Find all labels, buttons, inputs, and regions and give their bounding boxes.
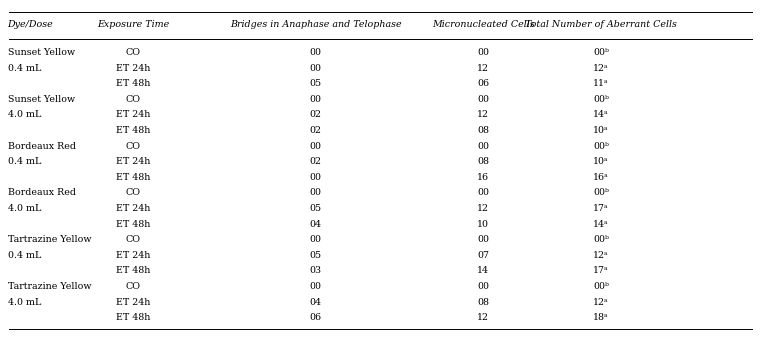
Text: 10ᵃ: 10ᵃ	[594, 126, 609, 135]
Text: 14ᵃ: 14ᵃ	[594, 111, 609, 119]
Text: ET 48h: ET 48h	[116, 173, 151, 182]
Text: 4.0 mL: 4.0 mL	[8, 298, 41, 306]
Text: 04: 04	[310, 220, 322, 228]
Text: 05: 05	[310, 79, 322, 88]
Text: 00: 00	[477, 188, 489, 197]
Text: CO: CO	[126, 142, 141, 151]
Text: 00ᵇ: 00ᵇ	[594, 95, 609, 104]
Text: 4.0 mL: 4.0 mL	[8, 204, 41, 213]
Text: 12: 12	[477, 64, 489, 73]
Text: 16ᵃ: 16ᵃ	[594, 173, 609, 182]
Text: 00: 00	[310, 142, 322, 151]
Text: ET 24h: ET 24h	[116, 298, 151, 306]
Text: Bordeaux Red: Bordeaux Red	[8, 188, 75, 197]
Text: 4.0 mL: 4.0 mL	[8, 111, 41, 119]
Text: 05: 05	[310, 204, 322, 213]
Text: 00ᵇ: 00ᵇ	[594, 188, 609, 197]
Text: CO: CO	[126, 282, 141, 291]
Text: 08: 08	[477, 157, 489, 166]
Text: 08: 08	[477, 298, 489, 306]
Text: 14: 14	[477, 266, 489, 275]
Text: 00: 00	[477, 95, 489, 104]
Text: 05: 05	[310, 251, 322, 260]
Text: CO: CO	[126, 188, 141, 197]
Text: 17ᵃ: 17ᵃ	[594, 204, 609, 213]
Text: 17ᵃ: 17ᵃ	[594, 266, 609, 275]
Text: Tartrazine Yellow: Tartrazine Yellow	[8, 282, 91, 291]
Text: ET 48h: ET 48h	[116, 126, 151, 135]
Text: 06: 06	[310, 313, 322, 322]
Text: 02: 02	[310, 111, 322, 119]
Text: 00ᵇ: 00ᵇ	[594, 282, 609, 291]
Text: 12ᵃ: 12ᵃ	[594, 64, 609, 73]
Text: ET 24h: ET 24h	[116, 251, 151, 260]
Text: 12: 12	[477, 204, 489, 213]
Text: ET 48h: ET 48h	[116, 220, 151, 228]
Text: Micronucleated Cells: Micronucleated Cells	[432, 20, 534, 29]
Text: 12ᵃ: 12ᵃ	[594, 251, 609, 260]
Text: ET 48h: ET 48h	[116, 266, 151, 275]
Text: 00: 00	[477, 282, 489, 291]
Text: 02: 02	[310, 126, 322, 135]
Text: 00: 00	[310, 95, 322, 104]
Text: Sunset Yellow: Sunset Yellow	[8, 48, 75, 57]
Text: 02: 02	[310, 157, 322, 166]
Text: 03: 03	[310, 266, 322, 275]
Text: 00: 00	[477, 142, 489, 151]
Text: 08: 08	[477, 126, 489, 135]
Text: 00: 00	[310, 173, 322, 182]
Text: Bordeaux Red: Bordeaux Red	[8, 142, 75, 151]
Text: 00: 00	[310, 48, 322, 57]
Text: 0.4 mL: 0.4 mL	[8, 64, 41, 73]
Text: ET 24h: ET 24h	[116, 111, 151, 119]
Text: 10: 10	[477, 220, 489, 228]
Text: CO: CO	[126, 95, 141, 104]
Text: ET 48h: ET 48h	[116, 313, 151, 322]
Text: 12ᵃ: 12ᵃ	[594, 298, 609, 306]
Text: 04: 04	[310, 298, 322, 306]
Text: Bridges in Anaphase and Telophase: Bridges in Anaphase and Telophase	[230, 20, 402, 29]
Text: 00: 00	[310, 64, 322, 73]
Text: ET 48h: ET 48h	[116, 79, 151, 88]
Text: CO: CO	[126, 48, 141, 57]
Text: Exposure Time: Exposure Time	[97, 20, 169, 29]
Text: 14ᵃ: 14ᵃ	[594, 220, 609, 228]
Text: 00: 00	[310, 188, 322, 197]
Text: Tartrazine Yellow: Tartrazine Yellow	[8, 235, 91, 244]
Text: Dye/Dose: Dye/Dose	[8, 20, 53, 29]
Text: 00: 00	[477, 48, 489, 57]
Text: 00: 00	[310, 235, 322, 244]
Text: 00ᵇ: 00ᵇ	[594, 142, 609, 151]
Text: Sunset Yellow: Sunset Yellow	[8, 95, 75, 104]
Text: 00ᵇ: 00ᵇ	[594, 235, 609, 244]
Text: 16: 16	[477, 173, 489, 182]
Text: 00ᵇ: 00ᵇ	[594, 48, 609, 57]
Text: 00: 00	[477, 235, 489, 244]
Text: Total Number of Aberrant Cells: Total Number of Aberrant Cells	[525, 20, 677, 29]
Text: 12: 12	[477, 313, 489, 322]
Text: CO: CO	[126, 235, 141, 244]
Text: 12: 12	[477, 111, 489, 119]
Text: ET 24h: ET 24h	[116, 64, 151, 73]
Text: 0.4 mL: 0.4 mL	[8, 251, 41, 260]
Text: 10ᵃ: 10ᵃ	[594, 157, 609, 166]
Text: 00: 00	[310, 282, 322, 291]
Text: ET 24h: ET 24h	[116, 204, 151, 213]
Text: 0.4 mL: 0.4 mL	[8, 157, 41, 166]
Text: 11ᵃ: 11ᵃ	[594, 79, 609, 88]
Text: ET 24h: ET 24h	[116, 157, 151, 166]
Text: 06: 06	[477, 79, 489, 88]
Text: 07: 07	[477, 251, 489, 260]
Text: 18ᵃ: 18ᵃ	[594, 313, 609, 322]
